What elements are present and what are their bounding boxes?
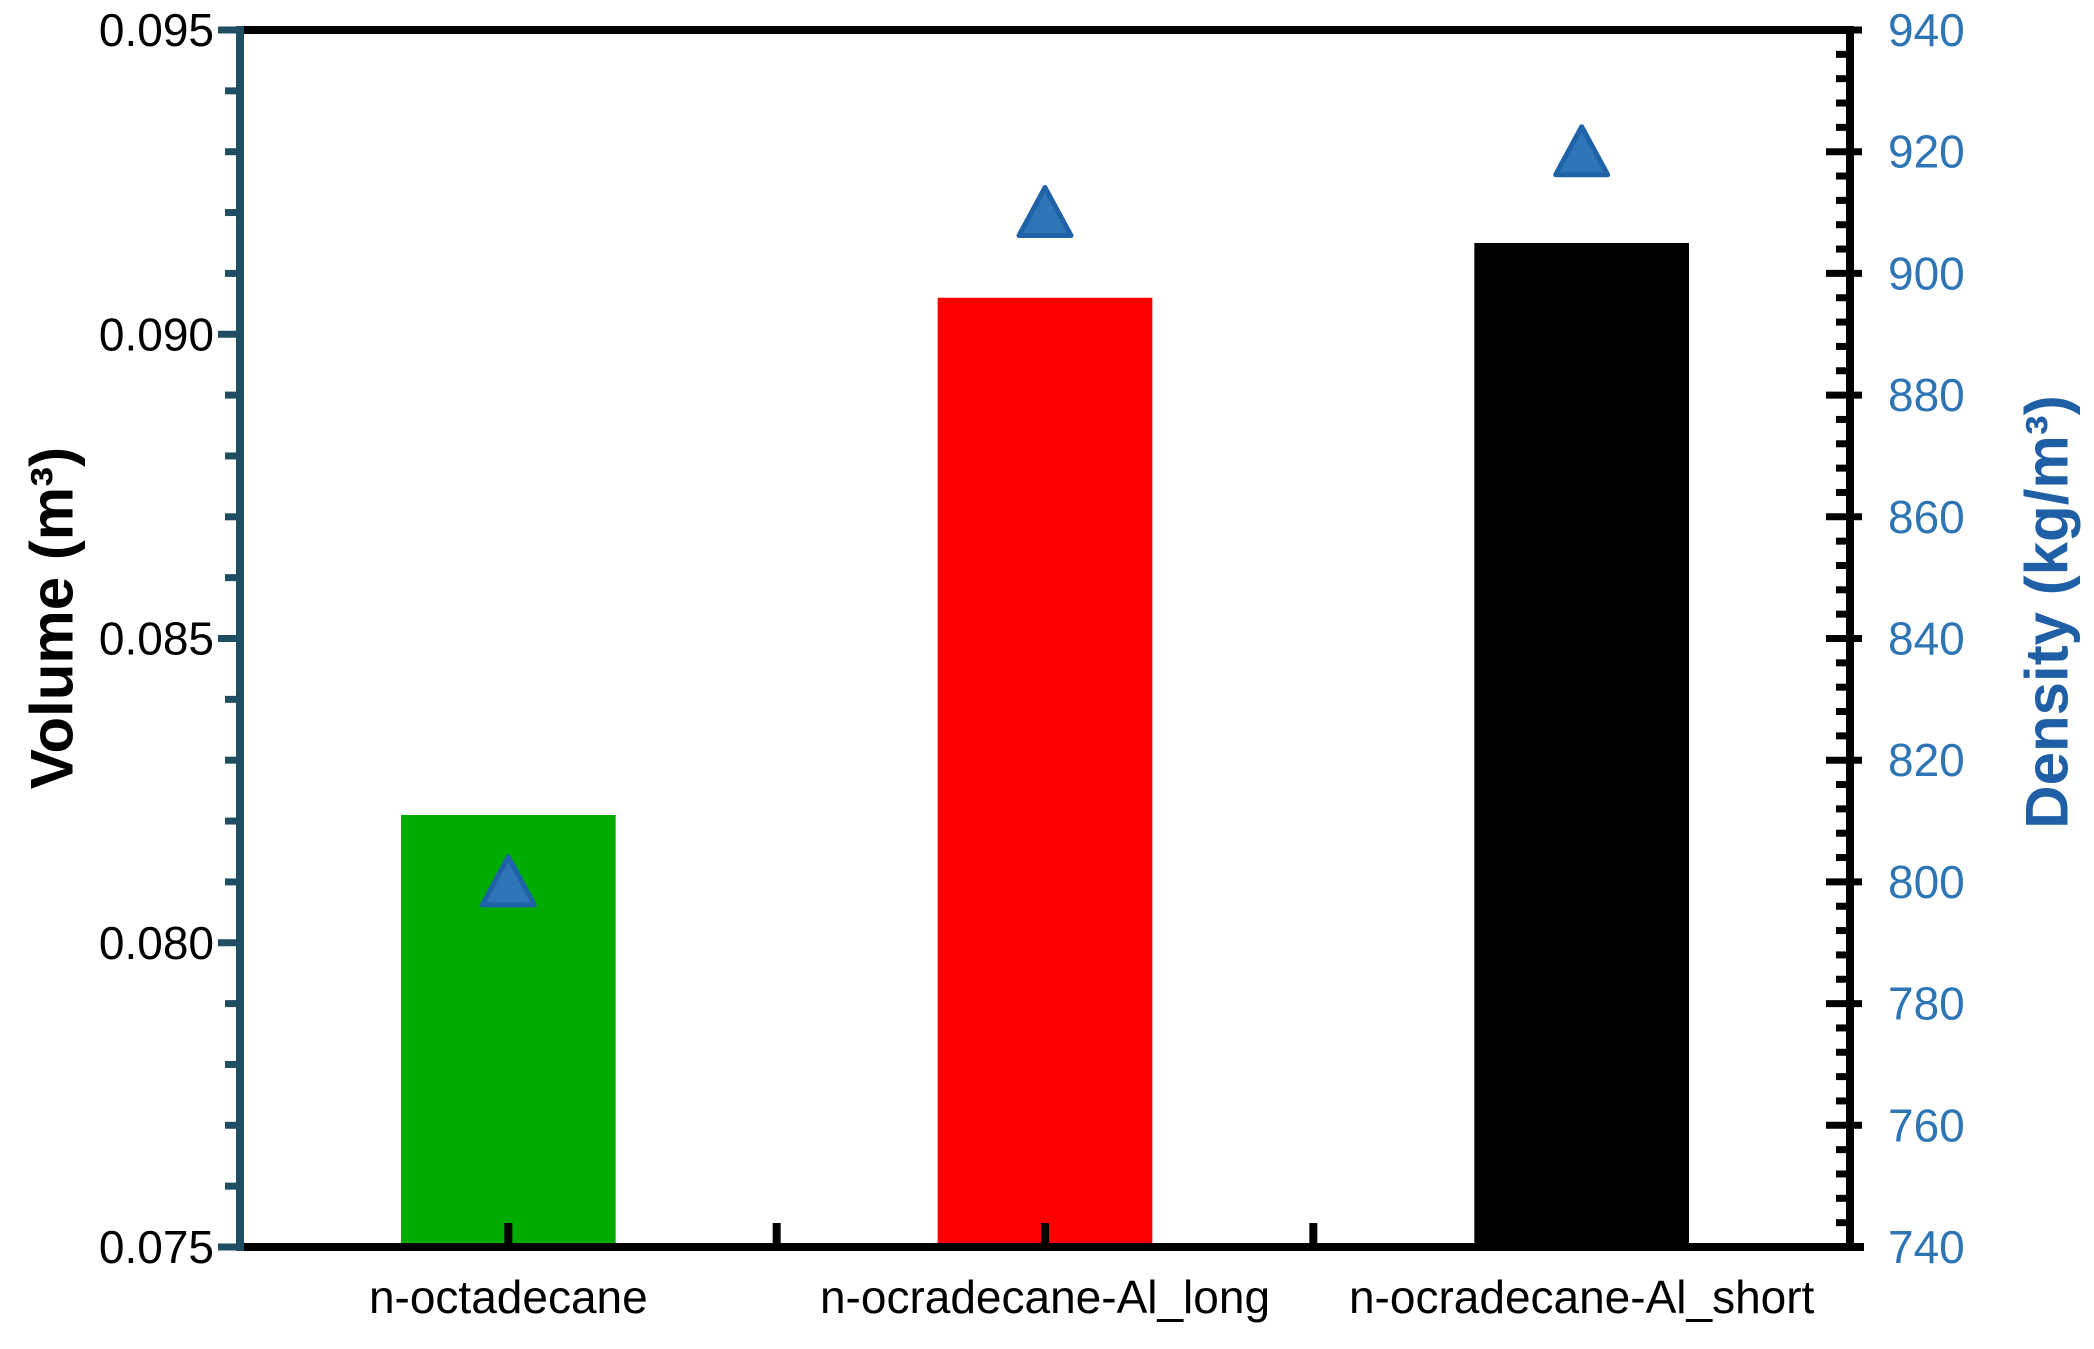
right-axis-tick-label-940: 940	[1888, 4, 1965, 56]
density-marker-n-ocradecane-Al_long	[1016, 185, 1074, 239]
x-axis-category-label-n-octadecane: n-octadecane	[369, 1271, 648, 1323]
right-axis-tick-label-860: 860	[1888, 491, 1965, 543]
left-axis-tick-label-0.085: 0.085	[99, 613, 214, 665]
density-marker-n-octadecane	[479, 854, 537, 908]
right-axis-tick-label-820: 820	[1888, 734, 1965, 786]
x-axis-category-label-n-ocradecane-Al_long: n-ocradecane-Al_long	[820, 1271, 1270, 1323]
left-axis-tick-label-0.095: 0.095	[99, 4, 214, 56]
left-axis-tick-label-0.090: 0.090	[99, 308, 214, 360]
left-axis-title: Volume (m³)	[18, 446, 86, 790]
right-axis-tick-label-740: 740	[1888, 1221, 1965, 1273]
right-axis-tick-label-900: 900	[1888, 247, 1965, 299]
right-axis-tick-label-920: 920	[1888, 126, 1965, 178]
volume-bar-n-ocradecane-Al_long	[937, 297, 1153, 1247]
right-axis-tick-label-780: 780	[1888, 978, 1965, 1030]
left-axis-tick-label-0.075: 0.075	[99, 1221, 214, 1273]
volume-bar-n-ocradecane-Al_short	[1474, 242, 1689, 1248]
x-axis-category-label-n-ocradecane-Al_short: n-ocradecane-Al_short	[1349, 1271, 1815, 1323]
right-axis-title: Density (kg/m³)	[2013, 395, 2081, 829]
left-axis-tick-label-0.080: 0.080	[99, 917, 214, 969]
density-marker-n-ocradecane-Al_short	[1553, 124, 1611, 178]
right-axis-tick-label-840: 840	[1888, 613, 1965, 665]
right-axis-tick-label-760: 760	[1888, 1099, 1965, 1151]
right-axis-tick-label-800: 800	[1888, 856, 1965, 908]
right-axis-tick-label-880: 880	[1888, 369, 1965, 421]
